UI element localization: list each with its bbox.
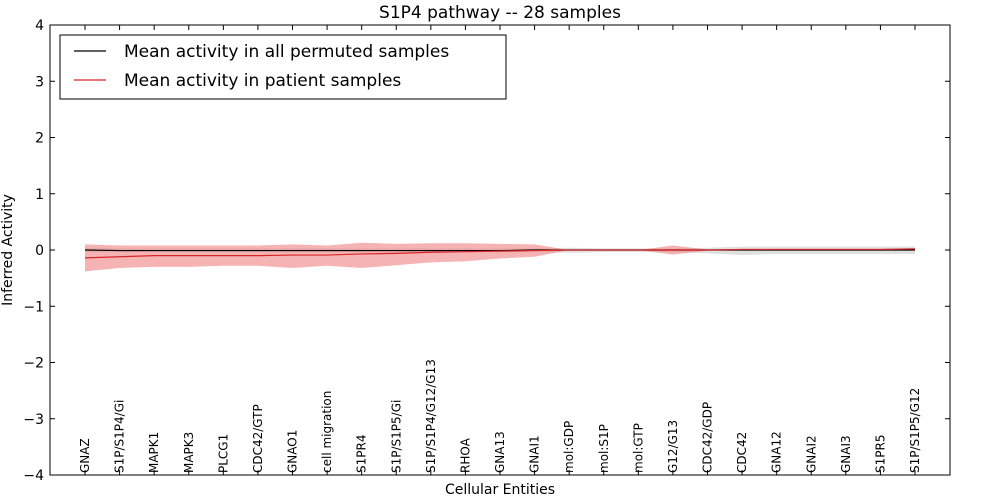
x-tick-label: RHOA <box>458 437 472 473</box>
x-tick-label: CDC42/GTP <box>251 404 265 473</box>
x-tick-label: S1P/S1P4/Gi <box>113 400 127 473</box>
y-tick-label: −4 <box>23 468 44 484</box>
line-series-0 <box>84 249 915 252</box>
x-tick-label: PLCG1 <box>216 434 230 473</box>
y-tick-label: 4 <box>35 18 44 34</box>
x-tick-label: GNAO1 <box>286 430 300 473</box>
x-tick-label: S1PR4 <box>355 435 369 473</box>
legend: Mean activity in all permuted samples Me… <box>59 34 507 100</box>
x-axis-label: Cellular Entities <box>445 482 555 498</box>
x-tick-label: mol:S1P <box>597 424 611 473</box>
y-axis-label: Inferred Activity <box>0 194 16 306</box>
x-tick-label: cell migration <box>320 391 334 473</box>
x-tick-label: S1PR5 <box>873 435 887 473</box>
legend-label-patient: Mean activity in patient samples <box>124 71 401 91</box>
y-tick-label: 2 <box>35 131 44 147</box>
y-tick-label: −3 <box>23 412 44 428</box>
x-tick-label: GNAI3 <box>839 435 853 473</box>
y-tick-label: 1 <box>35 187 44 203</box>
x-tick-label: CDC42/GDP <box>701 402 715 473</box>
x-tick-label: CDC42 <box>735 432 749 473</box>
y-tick-label: 0 <box>35 243 44 259</box>
line-series-1 <box>84 248 916 259</box>
y-tick-label: −2 <box>23 356 44 372</box>
legend-box <box>59 34 507 100</box>
x-tick-label: MAPK1 <box>147 432 161 473</box>
x-tick-label: GNAI1 <box>528 435 542 473</box>
x-tick-label: S1P/S1P5/Gi <box>389 400 403 473</box>
chart-title: S1P4 pathway -- 28 samples <box>379 3 621 23</box>
x-tick-label: GNAI2 <box>804 435 818 473</box>
x-tick-label: G12/G13 <box>666 420 680 473</box>
y-tick-label: 3 <box>35 74 44 90</box>
x-tick-label: mol:GTP <box>631 423 645 473</box>
legend-label-permuted: Mean activity in all permuted samples <box>124 42 449 62</box>
x-tick-label: S1P/S1P5/G12 <box>908 388 922 473</box>
x-tick-label: GNA12 <box>770 431 784 473</box>
x-tick-label: GNA13 <box>493 431 507 473</box>
x-tick-label: MAPK3 <box>182 432 196 473</box>
x-tick-label: mol:GDP <box>562 421 576 473</box>
y-tick-label: −1 <box>23 299 44 315</box>
x-tick-label: S1P/S1P4/G12/G13 <box>424 359 438 473</box>
x-tick-label: GNAZ <box>78 438 92 473</box>
